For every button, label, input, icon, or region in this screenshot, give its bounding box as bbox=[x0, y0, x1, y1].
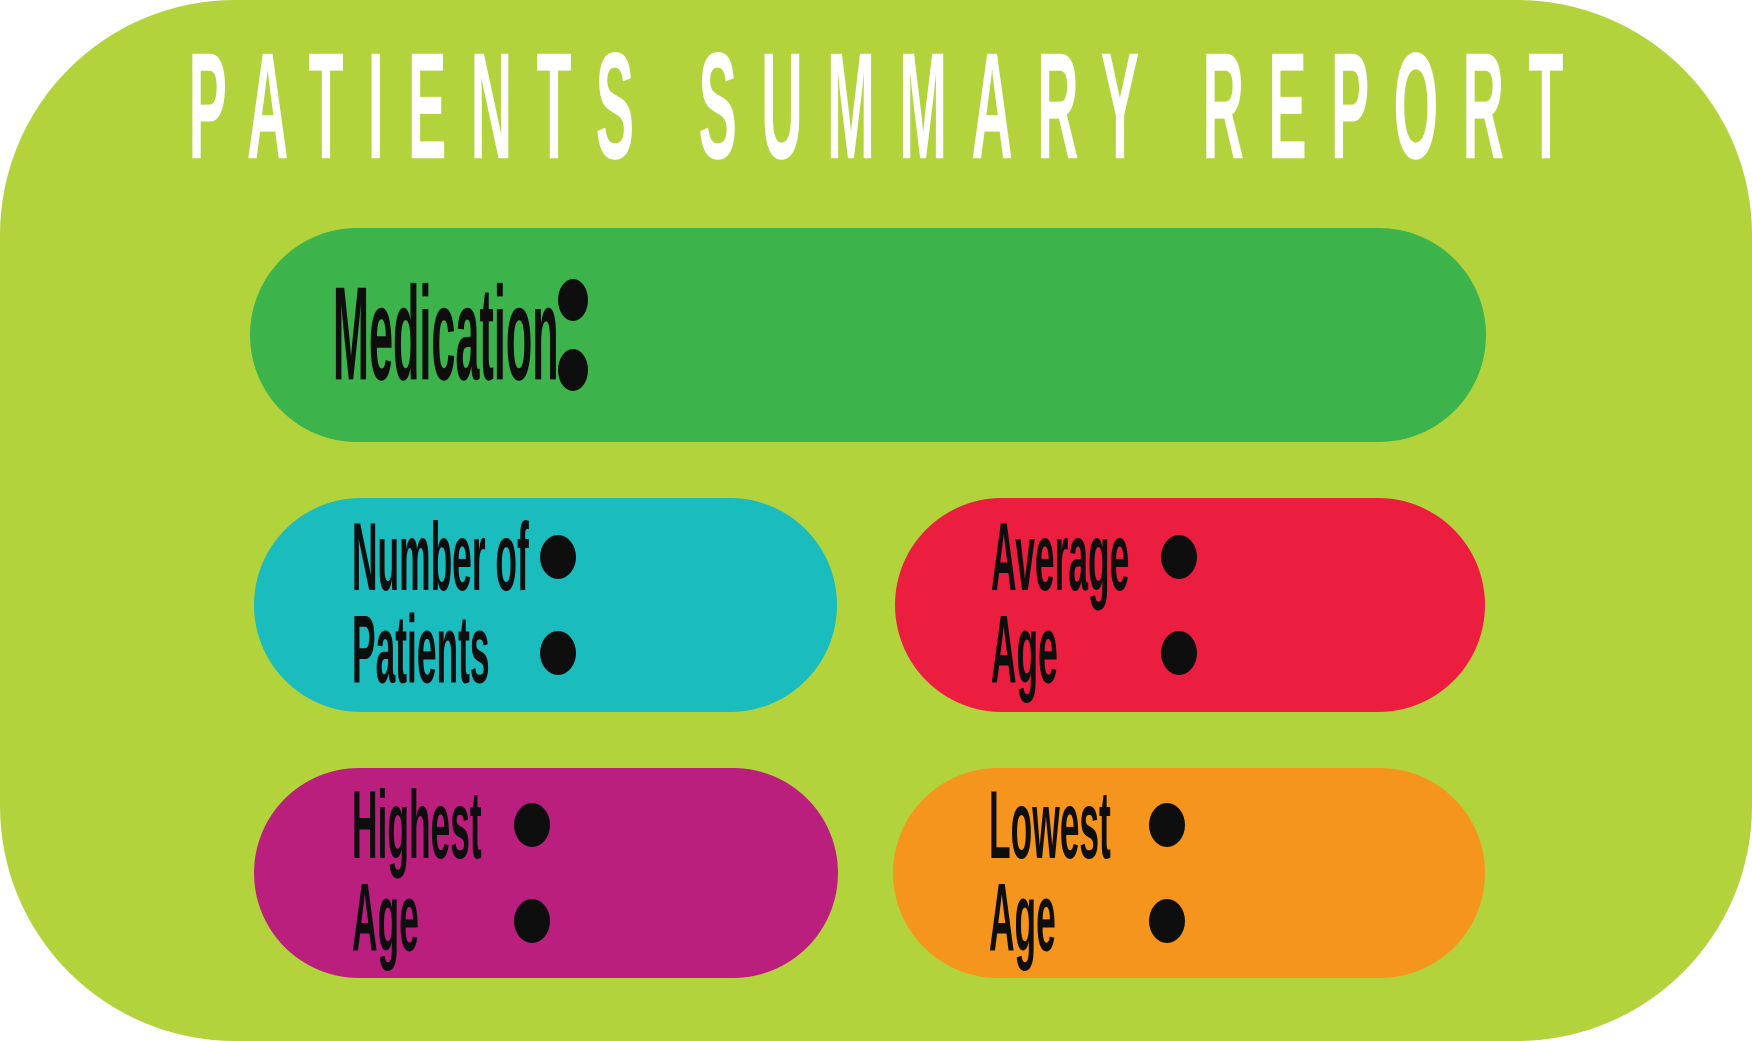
lowest-age-value-area bbox=[1185, 768, 1485, 978]
lowest-age-label-line2: Age bbox=[989, 865, 1056, 973]
colon-dot bbox=[1161, 631, 1197, 675]
lowest-age-field: Lowest Age : bbox=[893, 768, 1485, 978]
colon-dot bbox=[558, 349, 588, 391]
lowest-age-colon: : bbox=[1149, 803, 1185, 943]
number-of-patients-colon: : bbox=[540, 535, 576, 675]
number-of-patients-field: Number of Patients : bbox=[254, 498, 837, 712]
medication-value-area bbox=[588, 228, 1486, 442]
number-of-patients-label-block: Number of Patients bbox=[352, 505, 529, 705]
medication-colon: : bbox=[558, 279, 588, 391]
colon-glyph: : bbox=[1149, 803, 1150, 804]
number-of-patients-value-area bbox=[576, 498, 837, 712]
average-age-field: Average Age : bbox=[895, 498, 1485, 712]
highest-age-label-block: Highest Age bbox=[352, 773, 482, 973]
colon-glyph: : bbox=[514, 803, 515, 804]
colon-dot bbox=[1149, 899, 1185, 943]
highest-age-label-line2: Age bbox=[352, 865, 419, 973]
page-title: PATIENTS SUMMARY REPORT bbox=[188, 21, 1588, 191]
lowest-age-label-block: Lowest Age bbox=[989, 773, 1111, 973]
colon-glyph: : bbox=[1161, 535, 1162, 536]
average-age-label-block: Average Age bbox=[991, 505, 1130, 705]
medication-label-block: Medication bbox=[333, 261, 559, 409]
colon-dot bbox=[540, 631, 576, 675]
number-of-patients-label-line1: Number of bbox=[352, 505, 529, 613]
average-age-label-line2: Age bbox=[991, 597, 1058, 705]
colon-glyph: : bbox=[540, 535, 541, 536]
highest-age-field: Highest Age : bbox=[254, 768, 838, 978]
number-of-patients-label-line2: Patients bbox=[352, 597, 490, 705]
colon-dot bbox=[558, 279, 588, 321]
medication-field: Medication : bbox=[250, 228, 1486, 442]
average-age-label-line1: Average bbox=[991, 505, 1130, 613]
highest-age-colon: : bbox=[514, 803, 550, 943]
colon-dot bbox=[1149, 803, 1185, 847]
average-age-colon: : bbox=[1161, 535, 1197, 675]
lowest-age-label-line1: Lowest bbox=[989, 773, 1111, 881]
colon-dot bbox=[540, 535, 576, 579]
highest-age-label-line1: Highest bbox=[352, 773, 482, 881]
highest-age-value-area bbox=[550, 768, 838, 978]
colon-glyph: : bbox=[558, 279, 559, 280]
colon-dot bbox=[1161, 535, 1197, 579]
average-age-value-area bbox=[1197, 498, 1485, 712]
medication-label: Medication bbox=[333, 261, 559, 409]
colon-dot bbox=[514, 803, 550, 847]
colon-dot bbox=[514, 899, 550, 943]
